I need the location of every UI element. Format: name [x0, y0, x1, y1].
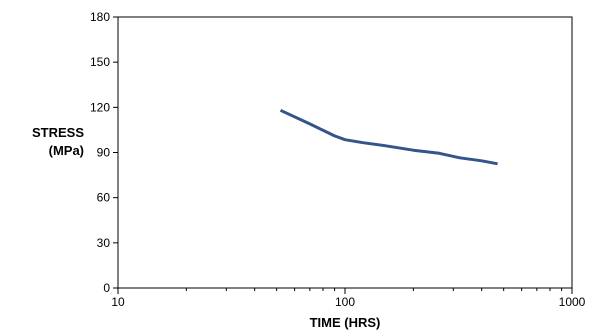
x-axis-ticks: 10 100 1000	[111, 288, 586, 309]
y-axis-label-line-2: (MPa)	[49, 143, 84, 158]
x-tick-label: 1000	[559, 295, 586, 309]
y-tick-label: 30	[97, 236, 111, 250]
stress-series-line	[279, 108, 498, 166]
y-tick-label: 180	[90, 10, 110, 24]
x-axis-label: TIME (HRS)	[310, 315, 381, 330]
plot-border	[117, 16, 573, 289]
y-tick-label: 90	[97, 146, 111, 160]
plot-area	[117, 16, 573, 289]
series-layer	[279, 108, 498, 166]
y-axis-label-line-1: STRESS	[32, 125, 84, 140]
y-tick-label: 60	[97, 191, 111, 205]
y-tick-label: 0	[103, 281, 110, 295]
x-tick-label: 10	[111, 295, 125, 309]
y-axis-ticks: 0 30 60 90 120 150 180	[90, 10, 118, 295]
x-tick-label: 100	[335, 295, 355, 309]
y-tick-label: 150	[90, 55, 110, 69]
y-tick-label: 120	[90, 100, 110, 114]
